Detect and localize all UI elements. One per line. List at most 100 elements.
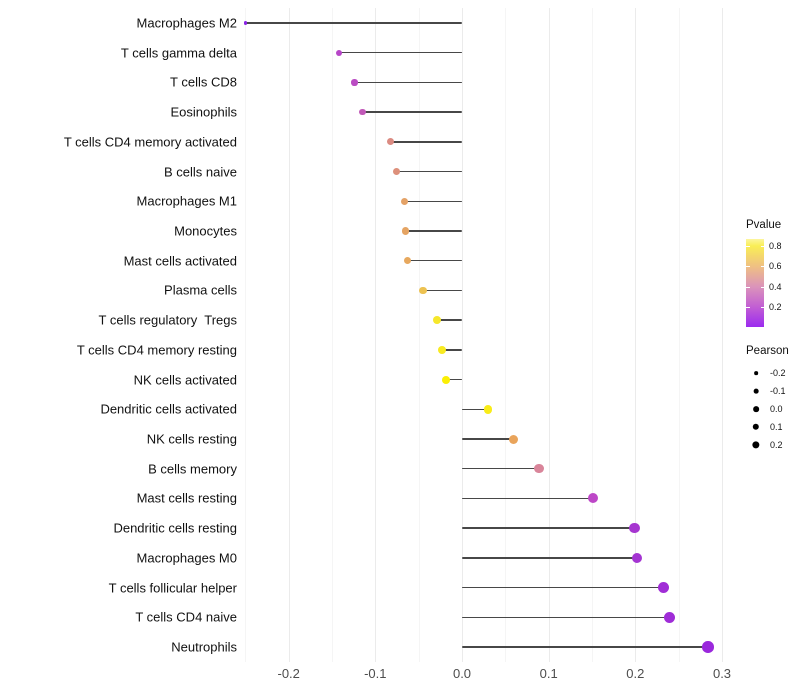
gridline-major--0.2 xyxy=(288,8,290,662)
lollipop-dot xyxy=(433,316,441,325)
y-axis-label: T cells regulatory Tregs xyxy=(98,312,237,328)
lollipop-dot xyxy=(401,197,409,205)
y-axis-label: Plasma cells xyxy=(164,282,237,298)
lollipop-dot xyxy=(351,79,358,86)
y-axis-label: Monocytes xyxy=(174,223,237,239)
x-axis-tick-label: 0.2 xyxy=(626,666,645,681)
pvalue-gradient-tick xyxy=(746,306,750,308)
lollipop-dot xyxy=(402,227,410,235)
lollipop-stem xyxy=(462,467,540,470)
lollipop-stem xyxy=(462,557,638,559)
pvalue-legend: Pvalue 0.8 0.6 0.4 0.2 xyxy=(746,219,800,327)
pearson-legend-dot xyxy=(753,388,759,394)
pearson-legend-items: -0.2 -0.1 0.0 0.1 0.2 xyxy=(746,364,800,454)
lollipop-stem xyxy=(245,22,462,24)
gridline-minor--0.25 xyxy=(245,8,247,662)
lollipop-stem xyxy=(423,289,462,292)
pearson-legend-title: Pearson xyxy=(746,345,789,357)
lollipop-stem xyxy=(446,378,462,381)
x-axis-tick-label: 0.1 xyxy=(539,666,558,681)
pearson-legend-label: 0.0 xyxy=(770,404,783,414)
pvalue-gradient-tick xyxy=(760,306,764,308)
pearson-legend-label: -0.1 xyxy=(770,386,786,396)
pearson-legend-dot xyxy=(752,441,760,449)
lollipop-dot xyxy=(657,582,669,594)
y-axis-label: Eosinophils xyxy=(170,104,238,120)
lollipop-dot xyxy=(442,375,451,384)
lollipop-dot xyxy=(631,552,643,564)
plot-panel xyxy=(243,8,737,662)
gridline-minor-0.15 xyxy=(592,8,593,662)
pearson-legend-dot xyxy=(752,423,760,431)
lollipop-dot xyxy=(359,108,366,116)
lollipop-stem xyxy=(354,81,462,84)
y-axis-label: Mast cells resting xyxy=(136,490,237,506)
y-axis-label: T cells gamma delta xyxy=(120,45,237,61)
pvalue-tick-label: 0.2 xyxy=(769,301,782,312)
pvalue-tick-label: 0.4 xyxy=(769,281,782,292)
lollipop-stem xyxy=(462,438,514,440)
lollipop-stem xyxy=(405,230,462,232)
lollipop-stem xyxy=(436,319,462,321)
lollipop-dot xyxy=(336,49,342,56)
y-axis-label: Neutrophils xyxy=(171,639,237,655)
lollipop-dot xyxy=(663,611,675,623)
y-axis-label: NK cells activated xyxy=(133,372,237,388)
y-axis-label: Macrophages M2 xyxy=(136,15,237,31)
gridline-major--0.1 xyxy=(375,8,377,662)
pvalue-gradient-tick xyxy=(760,286,764,288)
x-axis-tick-label: -0.1 xyxy=(364,666,387,681)
lollipop-stem xyxy=(462,408,488,411)
pvalue-tick-label: 0.8 xyxy=(769,241,782,252)
y-axis-label: Dendritic cells activated xyxy=(100,401,237,417)
y-axis-label: T cells follicular helper xyxy=(108,580,237,596)
lollipop-dot xyxy=(403,257,411,265)
lollipop-stem xyxy=(362,111,462,113)
pearson-legend-label: 0.1 xyxy=(770,422,783,432)
lollipop-dot xyxy=(393,168,401,176)
lollipop-stem xyxy=(462,586,664,589)
y-axis-label: T cells CD8 xyxy=(170,74,237,90)
y-axis-label: NK cells resting xyxy=(146,431,237,447)
lollipop-dot xyxy=(629,522,640,534)
pearson-legend-dot xyxy=(754,371,758,375)
lollipop-stem xyxy=(442,349,462,351)
pearson-legend-label: -0.2 xyxy=(770,368,786,378)
pvalue-gradient-wrap: 0.8 0.6 0.4 0.2 xyxy=(746,239,782,327)
pvalue-tick-label: 0.6 xyxy=(769,261,782,272)
x-axis-tick-label: 0.3 xyxy=(712,666,732,681)
pearson-legend-item: 0.2 xyxy=(746,436,800,454)
lollipop-stem xyxy=(407,259,462,262)
gridline-minor--0.05 xyxy=(418,8,420,662)
lollipop-dot xyxy=(508,434,518,444)
lollipop-dot xyxy=(483,404,493,414)
x-axis-tick-label: -0.2 xyxy=(277,666,300,681)
lollipop-stem xyxy=(338,51,462,54)
lollipop-stem xyxy=(404,200,462,203)
lollipop-stem xyxy=(397,170,462,173)
gridline-minor--0.15 xyxy=(332,8,333,662)
lollipop-stem xyxy=(462,616,670,619)
gridline-major-0 xyxy=(462,8,463,662)
pearson-legend-label: 0.2 xyxy=(770,440,783,450)
lollipop-dot xyxy=(419,286,427,295)
lollipop-stem xyxy=(462,646,709,648)
y-axis-label: B cells memory xyxy=(148,461,237,477)
lollipop-stem xyxy=(462,497,593,500)
gridline-minor-0.05 xyxy=(505,8,507,662)
pearson-legend-item: 0.1 xyxy=(746,418,800,436)
lollipop-dot xyxy=(386,138,394,146)
pvalue-gradient-tick xyxy=(746,266,750,268)
pvalue-gradient-tick xyxy=(746,286,750,288)
y-axis-label: B cells naive xyxy=(164,164,237,180)
pearson-legend-item: -0.2 xyxy=(746,364,800,382)
lollipop-dot xyxy=(243,21,247,25)
pvalue-gradient-tick xyxy=(746,246,750,248)
pvalue-gradient-tick xyxy=(760,246,764,248)
lollipop-dot xyxy=(534,464,544,474)
y-axis-label: Dendritic cells resting xyxy=(113,520,237,536)
y-axis-label: T cells CD4 memory resting xyxy=(76,342,237,358)
lollipop-dot xyxy=(438,345,446,354)
pvalue-legend-title: Pvalue xyxy=(746,219,782,231)
pvalue-gradient-tick xyxy=(760,266,764,268)
